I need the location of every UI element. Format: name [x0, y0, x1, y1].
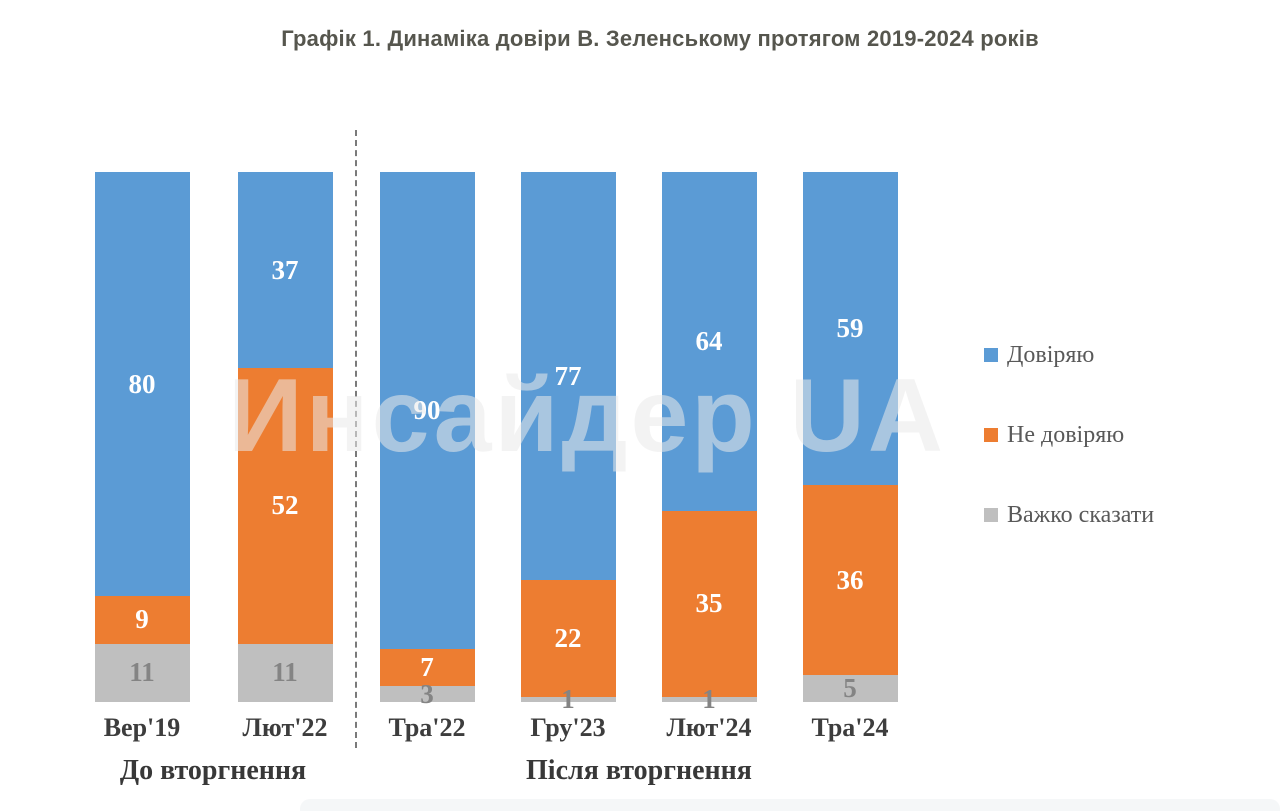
legend-item-hard-to-say: Важко сказати	[984, 500, 1154, 530]
legend-label-no-trust: Не довіряю	[1007, 422, 1125, 448]
bar-column: 59 36 5	[802, 172, 898, 704]
x-axis-label: Вер'19	[103, 713, 181, 742]
legend-swatch-hard-to-say	[984, 508, 998, 522]
legend-swatch-trust	[984, 348, 998, 362]
value-label: 35	[695, 588, 723, 619]
value-label: 37	[271, 254, 299, 285]
x-axis-label: Тра'24	[811, 713, 889, 742]
value-label: 36	[836, 564, 864, 595]
legend-item-no-trust: Не довіряю	[984, 420, 1124, 450]
value-label: 77	[554, 360, 582, 391]
value-label: 22	[554, 622, 582, 653]
bar-column: 80 9 11	[94, 172, 190, 702]
bar-segment: 64	[661, 172, 757, 512]
x-axis-label: Лют'22	[242, 713, 328, 742]
bar-segment: 22	[520, 580, 616, 697]
bar-segment: 11	[237, 643, 333, 702]
bar-segment: 9	[94, 596, 190, 644]
x-axis-label: Гру'23	[530, 713, 606, 742]
group-label-after-invasion: Після вторгнення	[526, 755, 752, 786]
value-label: 9	[135, 604, 149, 635]
bar-column: 77 22 1	[520, 172, 616, 712]
group-separator-line	[355, 130, 357, 748]
value-label: 90	[413, 395, 441, 425]
bar-segment: 52	[237, 368, 333, 644]
bar-segment: 7	[379, 649, 475, 687]
bar-segment: 77	[520, 172, 616, 581]
value-label: 1	[561, 683, 575, 714]
bar-column: 37 52 11	[237, 172, 333, 702]
bar-segment: 59	[802, 172, 898, 485]
value-label: 5	[843, 673, 857, 704]
legend-label-hard-to-say: Важко сказати	[1007, 502, 1155, 528]
value-label: 59	[836, 312, 864, 343]
bar-segment: 37	[237, 172, 333, 369]
bar-segment: 11	[94, 643, 190, 702]
value-label: 80	[128, 368, 156, 399]
footer-strip	[300, 799, 1280, 811]
value-label: 7	[420, 652, 434, 683]
chart-title: Графік 1. Динаміка довіри В. Зеленському…	[281, 26, 1039, 51]
legend-item-trust: Довіряю	[984, 340, 1094, 370]
legend-label-trust: Довіряю	[1007, 342, 1095, 368]
value-label: 11	[272, 657, 298, 688]
bar-segment: 80	[94, 172, 190, 596]
x-axis-label: Лют'24	[666, 713, 752, 742]
value-label: 64	[695, 326, 723, 357]
bar-segment: 1	[661, 685, 757, 712]
value-label: 3	[420, 678, 434, 709]
bar-column: 90 7 3	[379, 172, 475, 707]
bar-column: 64 35 1	[661, 172, 757, 712]
bar-segment: 5	[802, 673, 898, 704]
value-label: 11	[129, 657, 155, 688]
x-axis-label: Тра'22	[388, 713, 466, 742]
bar-segment: 35	[661, 511, 757, 697]
value-label: 52	[271, 490, 299, 521]
bar-segment: 90	[379, 172, 475, 649]
value-label: 1	[702, 683, 716, 714]
bar-segment: 36	[802, 484, 898, 676]
group-label-before-invasion: До вторгнення	[119, 755, 307, 786]
legend-swatch-no-trust	[984, 428, 998, 442]
bar-segment: 1	[520, 685, 616, 712]
bar-segment: 3	[379, 680, 475, 707]
